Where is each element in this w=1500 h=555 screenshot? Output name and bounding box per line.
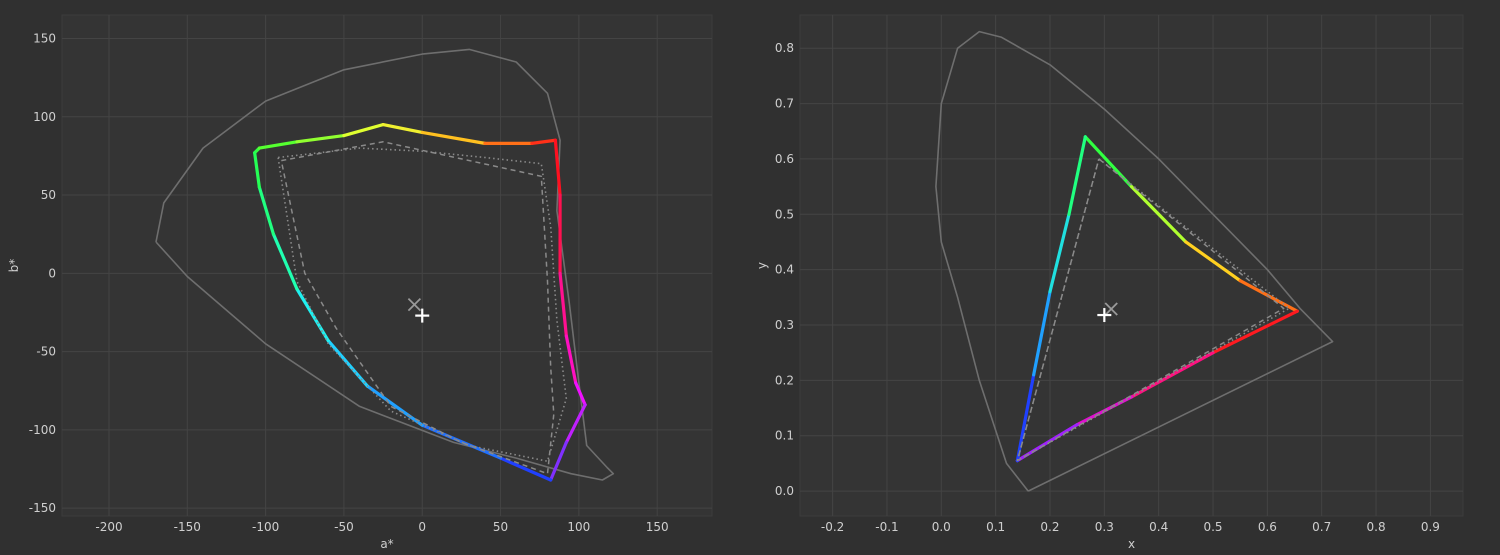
x-tick-label-xy-3: 0.1 bbox=[986, 520, 1005, 534]
x-axis-label-xy: x bbox=[1128, 537, 1135, 551]
y-tick-label-xy-4: 0.4 bbox=[775, 263, 794, 277]
gamut-segment-14 bbox=[549, 440, 568, 482]
y-tick-label-lab-6: 150 bbox=[33, 31, 56, 45]
gamut-segment-2 bbox=[1184, 240, 1242, 283]
y-tick-label-lab-2: -50 bbox=[36, 345, 56, 359]
plot-area-xy bbox=[799, 14, 1464, 517]
y-axis-label-lab: b* bbox=[7, 259, 21, 273]
plot-area-lab bbox=[61, 14, 713, 517]
y-tick-label-xy-1: 0.1 bbox=[775, 429, 794, 443]
x-tick-label-xy-4: 0.2 bbox=[1040, 520, 1059, 534]
chart-lab: -200 -150 -100 -50 0 50 100 150 -150 -100 -50 0 50 10… bbox=[7, 14, 713, 551]
gamut-segment-8 bbox=[553, 138, 562, 197]
series-dashed-gray-lab bbox=[280, 141, 555, 475]
x-tick-label-xy-5: 0.3 bbox=[1095, 520, 1114, 534]
x-tick-label-lab-4: 0 bbox=[418, 520, 426, 534]
y-tick-label-lab-4: 50 bbox=[41, 188, 56, 202]
series-dashed-gray-xy bbox=[1016, 158, 1285, 462]
x-tick-label-xy-2: 0.0 bbox=[932, 520, 951, 534]
y-axis-label-xy: y bbox=[755, 262, 769, 269]
series-solid-gray-xy bbox=[935, 30, 1334, 492]
gamut-segment-17 bbox=[365, 384, 424, 427]
x-tick-label-xy-6: 0.4 bbox=[1149, 520, 1168, 534]
x-tick-label-xy-9: 0.7 bbox=[1312, 520, 1331, 534]
y-tick-label-lab-5: 100 bbox=[33, 110, 56, 124]
gamut-segment-8 bbox=[1015, 373, 1036, 463]
x-tick-label-lab-3: -50 bbox=[334, 520, 354, 534]
y-tick-label-lab-0: -150 bbox=[29, 501, 56, 515]
y-tick-label-lab-3: 0 bbox=[48, 266, 56, 280]
gamut-segment-1 bbox=[257, 140, 299, 150]
gamut-segment-12 bbox=[574, 381, 587, 407]
gamut-segment-1 bbox=[1129, 185, 1188, 244]
gamut-segment-5 bbox=[420, 130, 487, 145]
x-tick-label-xy-0: -0.2 bbox=[821, 520, 844, 534]
white-point-x-marker-lab bbox=[407, 298, 422, 312]
gamut-segment-20 bbox=[271, 232, 299, 291]
gamut-segment-5 bbox=[1129, 351, 1215, 399]
y-tick-label-xy-2: 0.2 bbox=[775, 373, 794, 387]
x-tick-label-xy-8: 0.6 bbox=[1258, 520, 1277, 534]
white-point-x-marker-xy bbox=[1104, 302, 1118, 316]
series-solid-gray-lab bbox=[155, 48, 615, 481]
white-point-plus-marker-xy bbox=[1097, 308, 1112, 323]
gamut-segment-3 bbox=[342, 122, 385, 138]
chart-xy: -0.2 -0.1 0.0 0.1 0.2 0.3 0.4 0.5 0.6 0.7 0.8 0.9 0.… bbox=[755, 14, 1464, 551]
x-tick-label-xy-7: 0.5 bbox=[1203, 520, 1222, 534]
x-tick-label-lab-1: -150 bbox=[174, 520, 201, 534]
x-tick-label-lab-2: -100 bbox=[252, 520, 279, 534]
series-gamut-lab bbox=[253, 122, 587, 482]
y-tick-label-xy-0: 0.0 bbox=[775, 484, 794, 498]
gamut-segment-11 bbox=[1067, 135, 1087, 216]
gamut-segment-13 bbox=[564, 403, 587, 445]
gamut-segment-4 bbox=[1211, 309, 1299, 355]
y-tick-label-xy-3: 0.3 bbox=[775, 318, 794, 332]
y-tick-label-lab-1: -100 bbox=[29, 423, 56, 437]
gamut-segment-4 bbox=[381, 122, 424, 135]
gamut-segment-2 bbox=[295, 133, 346, 144]
gamut-segment-10 bbox=[1048, 212, 1071, 294]
gamut-segment-18 bbox=[326, 339, 370, 388]
y-tick-label-xy-8: 0.8 bbox=[775, 41, 794, 55]
x-axis-label-lab: a* bbox=[380, 537, 393, 551]
y-tick-label-xy-5: 0.5 bbox=[775, 207, 794, 221]
x-tick-label-lab-6: 100 bbox=[567, 520, 590, 534]
y-tick-label-xy-7: 0.7 bbox=[775, 97, 794, 111]
x-tick-label-xy-1: -0.1 bbox=[875, 520, 898, 534]
gamut-segment-16 bbox=[420, 423, 503, 460]
gamut-segment-10 bbox=[558, 271, 568, 338]
gamut-segment-21 bbox=[257, 185, 276, 236]
gamut-segment-22 bbox=[253, 151, 261, 189]
x-tick-label-xy-10: 0.8 bbox=[1367, 520, 1386, 534]
x-tick-label-lab-7: 150 bbox=[646, 520, 669, 534]
x-tick-label-lab-0: -200 bbox=[95, 520, 122, 534]
x-tick-label-lab-5: 50 bbox=[493, 520, 508, 534]
x-tick-label-xy-11: 0.9 bbox=[1421, 520, 1440, 534]
grid-lab bbox=[62, 15, 712, 516]
gamut-segment-7 bbox=[530, 138, 557, 145]
gamut-segment-19 bbox=[295, 287, 330, 343]
grid-xy bbox=[800, 15, 1463, 516]
gamut-segment-9 bbox=[1032, 290, 1052, 377]
gamut-segment-15 bbox=[498, 456, 553, 482]
gamut-segment-11 bbox=[564, 334, 578, 385]
white-point-plus-marker-lab bbox=[415, 308, 430, 323]
y-tick-label-xy-6: 0.6 bbox=[775, 152, 794, 166]
